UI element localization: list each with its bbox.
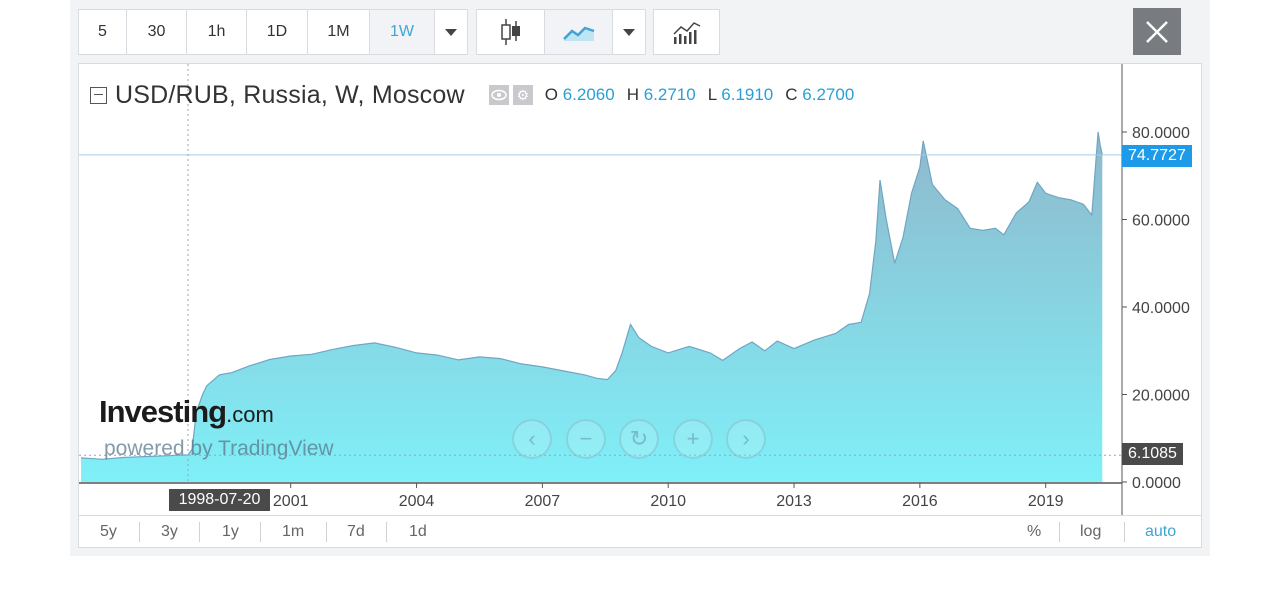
last-price-tag: 74.7727 [1122,145,1192,167]
divider [386,522,387,542]
indicators-toolbar [653,9,720,55]
plus-icon: + [686,426,700,451]
log-scale-toggle[interactable]: log [1080,523,1102,540]
minus-icon: − [579,426,593,451]
series-line [80,131,1103,460]
chevron-right-icon: › [742,426,750,451]
interval-1m[interactable]: 1M [308,10,370,54]
range-7d[interactable]: 7d [347,523,365,540]
candlestick-button[interactable] [477,10,545,54]
chevron-left-icon: ‹ [528,426,536,451]
collapse-legend-button[interactable] [90,86,107,104]
ohlc-close: C 6.2700 [785,85,855,104]
divider [139,522,140,542]
x-tick-label: 2004 [399,493,435,510]
gear-icon: ⚙ [516,86,529,103]
x-tick-label: 2001 [273,493,309,510]
divider [1124,522,1125,542]
indicators-button[interactable] [654,10,719,54]
eye-icon [490,89,507,101]
series-area [81,132,1103,482]
line-chart-button[interactable] [545,10,613,54]
close-icon [1146,20,1168,43]
range-5y[interactable]: 5y [100,523,117,540]
scroll-left-button[interactable]: ‹ [512,419,552,459]
interval-dropdown-button[interactable] [435,10,467,54]
interval-toolbar: 5 30 1h 1D 1M 1W [78,9,468,55]
x-tick-label: 2010 [650,493,686,510]
settings-button[interactable]: ⚙ [512,85,533,105]
x-tick-label: 2016 [902,493,938,510]
y-tick-label: 80.0000 [1132,125,1190,142]
crosshair-date-tag: 1998-07-20 [169,489,270,511]
candlestick-icon [500,19,520,45]
ohlc-open: O 6.2060 [544,85,615,104]
y-tick-label: 40.0000 [1132,300,1190,317]
refresh-icon: ↻ [629,426,649,451]
range-1m[interactable]: 1m [282,523,305,540]
auto-scale-toggle[interactable]: auto [1145,523,1177,540]
x-tick-label: 2013 [776,493,812,510]
divider [326,522,327,542]
interval-1h[interactable]: 1h [187,10,247,54]
investing-logo: Investing.com [99,394,274,429]
divider [1059,522,1060,542]
interval-1w[interactable]: 1W [370,10,435,54]
indicators-icon [672,22,700,44]
symbol-title: USD/RUB, Russia, W, Moscow [115,80,465,109]
divider [199,522,200,542]
chart-legend: USD/RUB, Russia, W, Moscow ⚙ O 6.2060 H … [90,80,854,110]
divider [260,522,261,542]
powered-by-text: powered by TradingView [104,437,334,460]
x-tick-label: 2019 [1028,493,1064,510]
chart-svg: 0.0000 20.0000 40.0000 60.0000 80.0000 2001 20… [79,64,1190,515]
y-tick-label: 60.0000 [1132,213,1190,230]
interval-1d[interactable]: 1D [247,10,308,54]
zoom-in-button[interactable]: + [673,419,713,459]
interval-5[interactable]: 5 [79,10,127,54]
y-tick-label: 20.0000 [1132,388,1190,405]
ohlc-low: L 6.1910 [707,85,774,104]
crosshair-price-tag: 6.1085 [1122,443,1183,465]
close-button[interactable] [1133,8,1181,55]
chart-type-dropdown-button[interactable] [613,10,645,54]
percent-scale-toggle[interactable]: % [1027,523,1042,540]
line-chart-icon [562,26,594,41]
scroll-right-button[interactable]: › [726,419,766,459]
chevron-down-icon [445,28,457,36]
visibility-button[interactable] [488,85,509,105]
ohlc-high: H 6.2710 [626,85,696,104]
chart-type-toolbar [476,9,646,55]
reset-chart-button[interactable]: ↻ [619,419,659,459]
range-bar: 5y 3y 1y 1m 7d 1d % log auto [78,516,1202,548]
x-tick-label: 2007 [525,493,561,510]
y-tick-label: 0.0000 [1132,475,1181,492]
interval-30[interactable]: 30 [127,10,187,54]
range-1y[interactable]: 1y [222,523,239,540]
chevron-down-icon [623,28,635,36]
range-1d[interactable]: 1d [409,523,427,540]
zoom-out-button[interactable]: − [566,419,606,459]
range-3y[interactable]: 3y [161,523,178,540]
